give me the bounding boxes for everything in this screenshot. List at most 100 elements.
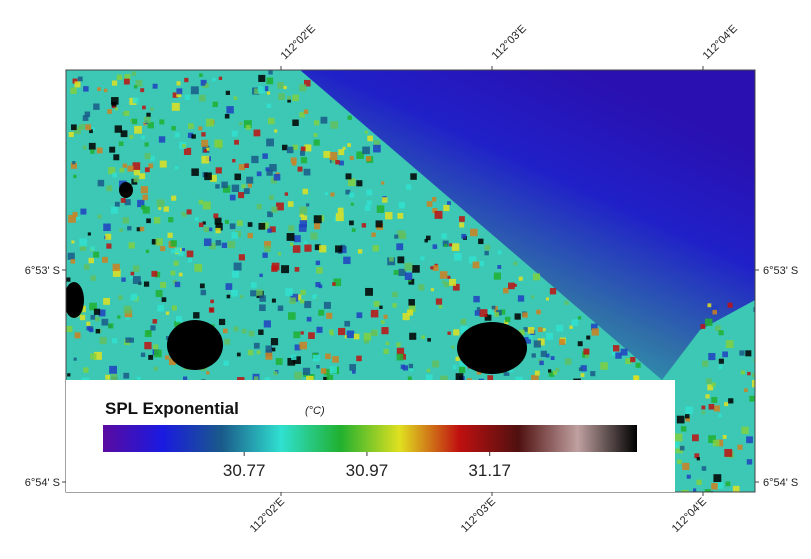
texture-cell xyxy=(307,317,312,322)
texture-cell xyxy=(199,223,204,228)
texture-cell xyxy=(382,197,387,202)
texture-cell xyxy=(158,207,161,210)
texture-cell xyxy=(85,124,91,130)
texture-cell xyxy=(325,192,328,195)
texture-cell xyxy=(752,380,759,387)
texture-cell xyxy=(367,200,372,205)
texture-cell xyxy=(71,240,74,243)
texture-cell xyxy=(206,119,214,127)
texture-cell xyxy=(119,141,124,146)
texture-cell xyxy=(133,265,139,271)
texture-cell xyxy=(621,349,628,356)
texture-cell xyxy=(508,283,515,290)
texture-cell xyxy=(199,200,204,205)
texture-cell xyxy=(90,246,94,250)
texture-cell xyxy=(145,167,150,172)
texture-cell xyxy=(248,233,253,238)
texture-cell xyxy=(232,131,238,137)
texture-cell xyxy=(408,299,415,306)
texture-cell xyxy=(343,257,350,264)
texture-cell xyxy=(314,223,320,229)
texture-cell xyxy=(144,342,151,349)
texture-cell xyxy=(72,161,75,164)
texture-cell xyxy=(287,96,291,100)
texture-cell xyxy=(371,232,375,236)
texture-cell xyxy=(283,86,286,89)
texture-cell xyxy=(94,309,100,315)
texture-cell xyxy=(145,142,149,146)
texture-cell xyxy=(248,350,254,356)
texture-cell xyxy=(71,124,77,130)
texture-cell xyxy=(273,371,277,375)
texture-cell xyxy=(342,147,345,150)
texture-cell xyxy=(248,222,253,227)
texture-cell xyxy=(194,264,202,272)
texture-cell xyxy=(201,290,206,295)
texture-cell xyxy=(133,162,141,170)
texture-cell xyxy=(613,345,619,351)
texture-cell xyxy=(747,459,752,464)
texture-cell xyxy=(410,173,417,180)
texture-cell xyxy=(519,277,523,281)
texture-cell xyxy=(172,103,180,111)
texture-cell xyxy=(701,324,706,329)
texture-cell xyxy=(86,322,90,326)
texture-cell xyxy=(722,351,728,357)
texture-cell xyxy=(156,290,163,297)
texture-cell xyxy=(256,289,263,296)
texture-cell xyxy=(259,295,265,301)
dark-patch xyxy=(167,320,223,370)
texture-cell xyxy=(313,355,320,362)
texture-cell xyxy=(288,312,296,320)
texture-cell xyxy=(97,87,101,91)
texture-cell xyxy=(358,249,362,253)
texture-cell xyxy=(226,91,230,95)
texture-cell xyxy=(292,162,296,166)
texture-cell xyxy=(556,325,563,332)
texture-cell xyxy=(144,117,150,123)
texture-cell xyxy=(396,343,400,347)
texture-cell xyxy=(225,220,229,224)
texture-cell xyxy=(362,147,370,155)
texture-cell xyxy=(191,86,199,94)
texture-cell xyxy=(559,339,565,345)
texture-cell xyxy=(153,84,158,89)
texture-cell xyxy=(713,440,720,447)
texture-cell xyxy=(478,239,483,244)
texture-cell xyxy=(191,168,199,176)
texture-cell xyxy=(165,355,169,359)
texture-cell xyxy=(365,288,373,296)
texture-cell xyxy=(121,130,128,137)
texture-cell xyxy=(145,153,151,159)
texture-cell xyxy=(586,336,590,340)
texture-cell xyxy=(453,329,459,335)
texture-cell xyxy=(249,492,257,500)
texture-cell xyxy=(203,202,211,210)
texture-cell xyxy=(753,307,758,312)
texture-cell xyxy=(381,320,385,324)
texture-cell xyxy=(308,332,315,339)
texture-cell xyxy=(141,186,148,193)
texture-cell xyxy=(696,480,701,485)
texture-cell xyxy=(199,95,206,102)
texture-cell xyxy=(98,215,102,219)
texture-cell xyxy=(171,126,175,130)
texture-cell xyxy=(724,449,732,457)
texture-cell xyxy=(630,357,635,362)
texture-cell xyxy=(321,368,326,373)
texture-cell xyxy=(154,367,158,371)
texture-cell xyxy=(219,319,225,325)
texture-cell xyxy=(687,475,691,479)
texture-cell xyxy=(160,282,166,288)
texture-cell xyxy=(215,228,220,233)
texture-cell xyxy=(336,213,344,221)
texture-cell xyxy=(546,297,549,300)
texture-cell xyxy=(323,151,330,158)
texture-cell xyxy=(406,184,411,189)
texture-cell xyxy=(397,354,404,361)
texture-cell xyxy=(162,297,167,302)
texture-cell xyxy=(538,327,543,332)
texture-cell xyxy=(258,75,265,82)
texture-cell xyxy=(590,371,595,376)
texture-cell xyxy=(420,256,424,260)
